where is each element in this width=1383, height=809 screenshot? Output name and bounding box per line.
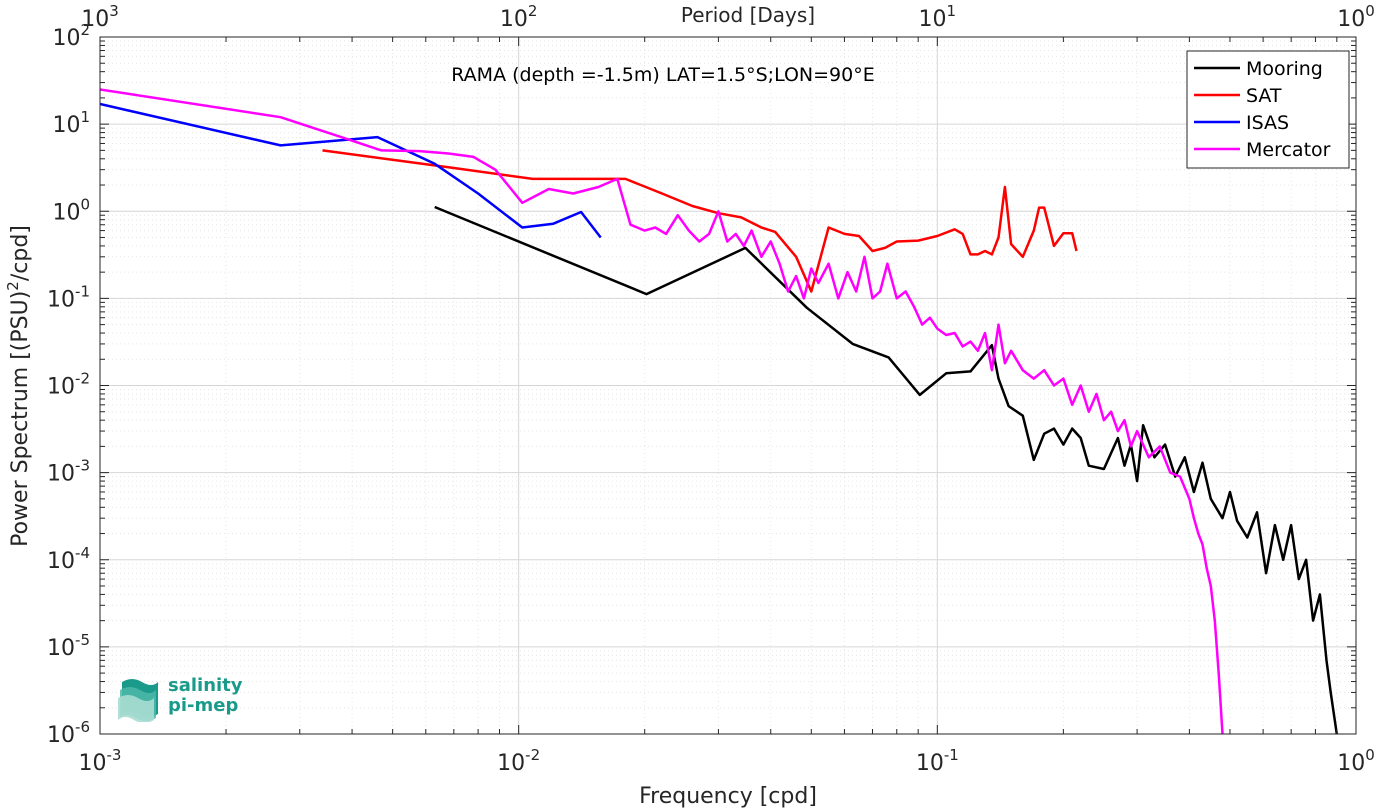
y-axis-label-base: Power Spectrum [(PSU) [8, 291, 33, 547]
y-tick-label-exponent: -6 [75, 718, 90, 736]
top-axis-label: Period [Days] [681, 3, 815, 27]
top-tick-label-exponent: 2 [528, 2, 538, 20]
y-tick-label-exponent: 2 [80, 21, 90, 39]
legend-label-mercator: Mercator [1246, 139, 1331, 161]
y-tick-label: 10-6 [47, 718, 90, 748]
top-tick-label: 101 [919, 2, 957, 32]
y-tick-label-base: 10 [47, 375, 75, 400]
y-tick-label: 10-2 [47, 370, 90, 400]
logo-text-pi-mep: pi-mep [168, 695, 239, 716]
legend: Mooring SAT ISAS Mercator [1186, 50, 1350, 169]
legend-items: Mooring SAT ISAS Mercator [1194, 58, 1331, 161]
y-tick-label-exponent: -3 [75, 457, 90, 475]
legend-label-sat: SAT [1246, 85, 1282, 107]
legend-label-mooring: Mooring [1246, 58, 1323, 80]
tick-marks [99, 36, 1357, 735]
y-tick-label-base: 10 [52, 200, 80, 225]
salinity-pi-mep-logo: salinity pi-mep [118, 672, 258, 722]
series-line-mercator [100, 88, 1224, 734]
grid [99, 37, 1356, 735]
x-tick-label-exponent: -3 [107, 746, 122, 764]
series-line-sat [322, 149, 1078, 293]
y-tick-label: 10-4 [47, 544, 90, 574]
y-tick-label-exponent: -4 [75, 544, 90, 562]
chart-title: RAMA (depth =-1.5m) LAT=1.5°S;LON=90°E [451, 64, 875, 86]
series-line-mooring [434, 205, 1339, 734]
series-group [100, 88, 1339, 734]
top-tick-label-exponent: 1 [947, 2, 957, 20]
series-line-isas [100, 102, 602, 239]
wave-logo-icon [118, 679, 158, 722]
x-tick-label: 100 [1337, 746, 1375, 776]
y-tick-label-base: 10 [47, 723, 75, 748]
top-tick-label-exponent: 3 [109, 2, 119, 20]
x-axis-label: Frequency [cpd] [639, 784, 817, 809]
y-axis-label: Power Spectrum [(PSU)2/cpd] [4, 225, 33, 547]
y-tick-label: 10-5 [47, 631, 90, 661]
y-tick-label-exponent: 1 [80, 108, 90, 126]
x-tick-label-exponent: -2 [525, 746, 540, 764]
top-tick-label-base: 10 [1337, 7, 1365, 32]
y-tick-label-base: 10 [47, 549, 75, 574]
y-tick-label-base: 10 [47, 287, 75, 312]
top-tick-label-base: 10 [81, 7, 109, 32]
top-tick-label: 100 [1337, 2, 1375, 32]
y-tick-label: 101 [52, 108, 90, 138]
top-tick-label: 103 [81, 2, 119, 32]
x-tick-label: 10-3 [79, 746, 122, 776]
y-tick-label-exponent: -1 [75, 282, 90, 300]
y-tick-label-exponent: -5 [75, 631, 90, 649]
y-tick-label-base: 10 [52, 26, 80, 51]
y-tick-label: 102 [52, 21, 90, 51]
y-tick-label-base: 10 [47, 462, 75, 487]
logo-text-salinity: salinity [168, 675, 243, 696]
y-axis-label-sup: 2 [4, 281, 22, 291]
top-tick-label-base: 10 [500, 7, 528, 32]
y-tick-label-exponent: 0 [80, 195, 90, 213]
x-tick-label-base: 10 [79, 751, 107, 776]
x-tick-label-base: 10 [497, 751, 525, 776]
x-tick-label-exponent: -1 [944, 746, 959, 764]
x-tick-label-base: 10 [916, 751, 944, 776]
x-tick-label-exponent: 0 [1365, 746, 1375, 764]
x-tick-label: 10-2 [497, 746, 540, 776]
top-tick-label-exponent: 0 [1365, 2, 1375, 20]
top-tick-label: 102 [500, 2, 538, 32]
y-tick-label-base: 10 [52, 113, 80, 138]
y-tick-label-exponent: -2 [75, 370, 90, 388]
y-tick-label-base: 10 [47, 636, 75, 661]
top-tick-label-base: 10 [919, 7, 947, 32]
legend-label-isas: ISAS [1246, 112, 1289, 134]
y-tick-label: 100 [52, 195, 90, 225]
y-axis-label-rest: /cpd] [8, 225, 33, 281]
y-tick-label: 10-1 [47, 282, 90, 312]
y-tick-label: 10-3 [47, 457, 90, 487]
x-tick-label: 10-1 [916, 746, 959, 776]
x-tick-label-base: 10 [1337, 751, 1365, 776]
